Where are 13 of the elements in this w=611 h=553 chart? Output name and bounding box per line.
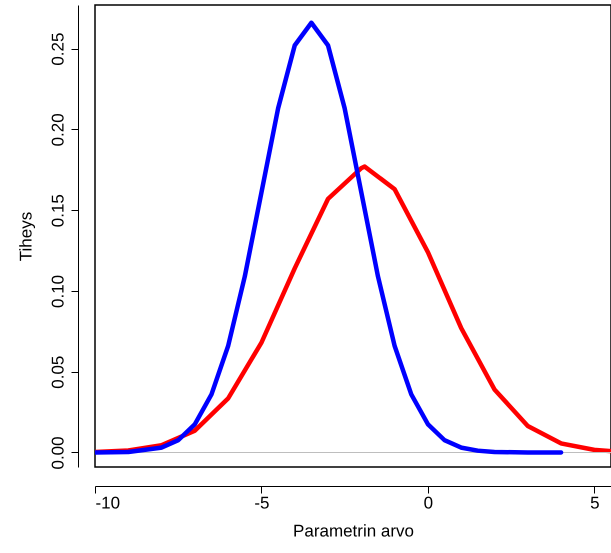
y-tick-label: 0.00 — [48, 436, 68, 470]
line-series — [95, 20, 564, 455]
y-tick-label: 0.05 — [48, 356, 68, 389]
y-tick-label: 0.20 — [48, 113, 68, 146]
y-tick-label: 0.15 — [48, 194, 68, 228]
x-tick-label: 5 — [590, 494, 600, 512]
x-tick-label: -5 — [254, 494, 270, 512]
y-tick-label: 0.10 — [48, 274, 68, 308]
y-tick-label: 0.25 — [48, 32, 68, 66]
x-axis-title: Parametrin arvo — [293, 522, 414, 540]
x-tick-label: 0 — [424, 494, 434, 512]
y-axis-title: Tiheys — [16, 212, 36, 262]
x-tick-label: -10 — [96, 494, 120, 512]
